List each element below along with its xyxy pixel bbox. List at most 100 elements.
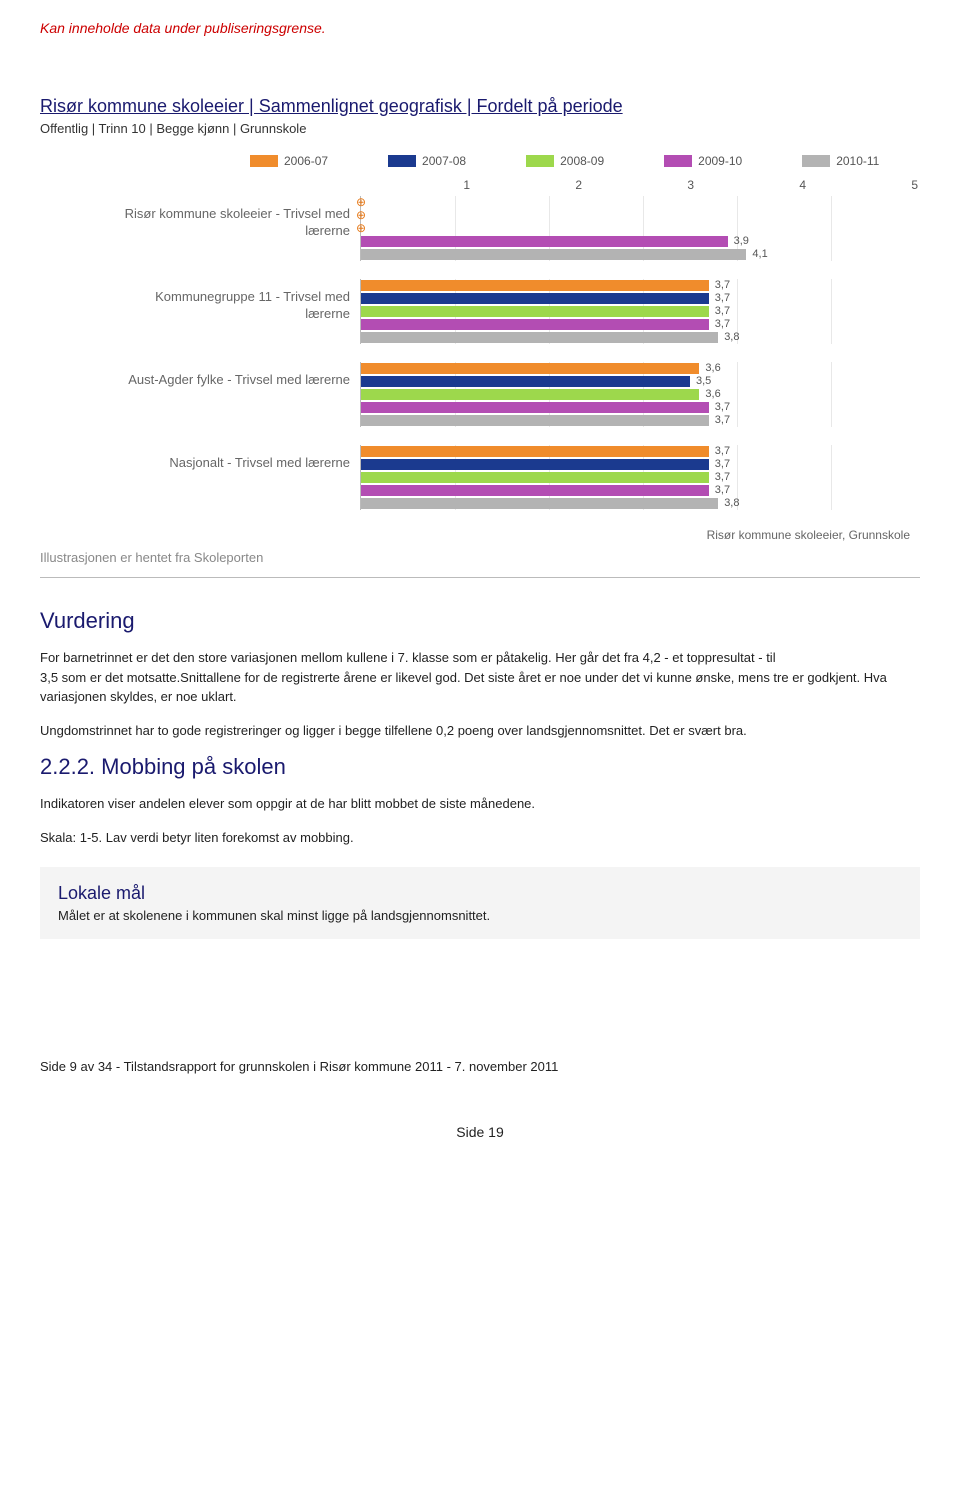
bar-value-label: 3,9 — [728, 235, 749, 247]
box-text: Målet er at skolenene i kommunen skal mi… — [58, 908, 902, 923]
bar-value-label: 3,7 — [709, 279, 730, 291]
bar-row: 3,8 — [361, 331, 920, 344]
bar-row: 3,7 — [361, 458, 920, 471]
bar: 3,7 — [361, 415, 709, 426]
bar-value-label: 4,1 — [746, 248, 767, 260]
bar-value-label: 3,5 — [690, 375, 711, 387]
legend-label: 2010-11 — [836, 154, 879, 168]
chart-group: Nasjonalt - Trivsel med lærerne3,73,73,7… — [120, 445, 920, 510]
legend-item: 2006-07 — [250, 154, 328, 168]
group-label: Risør kommune skoleeier - Trivsel med læ… — [120, 196, 360, 261]
footer-text: Side 9 av 34 - Tilstandsrapport for grun… — [40, 1059, 920, 1074]
legend-label: 2007-08 — [422, 154, 466, 168]
bar-row: 3,7 — [361, 471, 920, 484]
legend-swatch — [802, 155, 830, 167]
bar-row: ⊕ — [361, 196, 920, 209]
chart-axis: 12345 — [120, 178, 920, 192]
bar-row: 3,7 — [361, 401, 920, 414]
bar-row: 3,9 — [361, 235, 920, 248]
section-heading-mobbing: 2.2.2. Mobbing på skolen — [40, 754, 920, 780]
bar: 3,9 — [361, 236, 728, 247]
axis-tick: 2 — [472, 178, 584, 192]
page-number: Side 19 — [40, 1124, 920, 1140]
paragraph-text: For barnetrinnet er det den store varias… — [40, 650, 776, 665]
bar-value-label: 3,8 — [718, 497, 739, 509]
bar-value-label: 3,6 — [699, 362, 720, 374]
box-heading: Lokale mål — [58, 883, 902, 904]
section-heading-vurdering: Vurdering — [40, 608, 920, 634]
illustration-credit: Illustrasjonen er hentet fra Skoleporten — [40, 550, 920, 565]
bar-value-label: 3,7 — [709, 414, 730, 426]
bar: 3,7 — [361, 293, 709, 304]
bar-value-label: 3,7 — [709, 484, 730, 496]
chart-legend: 2006-07 2007-08 2008-09 2009-10 2010-11 — [250, 154, 920, 168]
bar-value-label: 3,7 — [709, 471, 730, 483]
legend-item: 2007-08 — [388, 154, 466, 168]
legend-item: 2010-11 — [802, 154, 879, 168]
bar-row: 3,7 — [361, 305, 920, 318]
axis-tick: 4 — [696, 178, 808, 192]
bars-column: ⊕⊕⊕3,94,1 — [360, 196, 920, 261]
bar: 3,7 — [361, 472, 709, 483]
bar-value-label: 3,7 — [709, 445, 730, 457]
legend-swatch — [664, 155, 692, 167]
document-subtitle: Offentlig | Trinn 10 | Begge kjønn | Gru… — [40, 121, 920, 136]
legend-label: 2009-10 — [698, 154, 742, 168]
paragraph: Indikatoren viser andelen elever som opp… — [40, 794, 920, 814]
bars-column: 3,63,53,63,73,7 — [360, 362, 920, 427]
bar-row: 4,1 — [361, 248, 920, 261]
bar-value-label: 3,7 — [709, 401, 730, 413]
legend-item: 2008-09 — [526, 154, 604, 168]
bar-row: 3,6 — [361, 388, 920, 401]
bar-value-label: 3,8 — [718, 331, 739, 343]
bar-row: 3,7 — [361, 318, 920, 331]
bar-row: 3,8 — [361, 497, 920, 510]
bar: 3,7 — [361, 280, 709, 291]
bar-value-label: 3,7 — [709, 292, 730, 304]
bar: 3,8 — [361, 332, 718, 343]
bars-column: 3,73,73,73,73,8 — [360, 445, 920, 510]
bar: 3,7 — [361, 446, 709, 457]
paragraph: For barnetrinnet er det den store varias… — [40, 648, 920, 707]
bar: 3,7 — [361, 402, 709, 413]
bar: 3,5 — [361, 376, 690, 387]
local-goals-box: Lokale mål Målet er at skolenene i kommu… — [40, 867, 920, 939]
bar: 4,1 — [361, 249, 746, 260]
legend-label: 2008-09 — [560, 154, 604, 168]
axis-tick: 3 — [584, 178, 696, 192]
bar-chart: 2006-072007-082008-092009-102010-11 1234… — [120, 154, 920, 542]
axis-tick: 1 — [360, 178, 472, 192]
axis-tick: 5 — [808, 178, 920, 192]
bar-row: 3,7 — [361, 292, 920, 305]
chart-group: Risør kommune skoleeier - Trivsel med læ… — [120, 196, 920, 261]
bar: 3,6 — [361, 363, 699, 374]
bar-value-label: 3,7 — [709, 305, 730, 317]
legend-label: 2006-07 — [284, 154, 328, 168]
group-label: Kommunegruppe 11 - Trivsel med lærerne — [120, 279, 360, 344]
group-label: Aust-Agder fylke - Trivsel med lærerne — [120, 362, 360, 427]
legend-swatch — [388, 155, 416, 167]
paragraph: Ungdomstrinnet har to gode registreringe… — [40, 721, 920, 741]
legend-item: 2009-10 — [664, 154, 742, 168]
warning-text: Kan inneholde data under publiseringsgre… — [40, 20, 920, 36]
empty-marker-icon: ⊕ — [356, 197, 366, 208]
bar-row: 3,7 — [361, 484, 920, 497]
group-label: Nasjonalt - Trivsel med lærerne — [120, 445, 360, 510]
paragraph: Skala: 1-5. Lav verdi betyr liten foreko… — [40, 828, 920, 848]
paragraph-text: 3,5 som er det motsatte.Snittallene for … — [40, 670, 887, 705]
bar-value-label: 3,7 — [709, 318, 730, 330]
bar: 3,7 — [361, 459, 709, 470]
bar: 3,7 — [361, 306, 709, 317]
chart-group: Aust-Agder fylke - Trivsel med lærerne3,… — [120, 362, 920, 427]
bar-value-label: 3,6 — [699, 388, 720, 400]
chart-group: Kommunegruppe 11 - Trivsel med lærerne3,… — [120, 279, 920, 344]
bar: 3,6 — [361, 389, 699, 400]
bar: 3,7 — [361, 485, 709, 496]
bar-row: 3,7 — [361, 414, 920, 427]
bar-row: 3,7 — [361, 279, 920, 292]
document-title: Risør kommune skoleeier | Sammenlignet g… — [40, 96, 920, 117]
bar-row: ⊕ — [361, 222, 920, 235]
legend-swatch — [250, 155, 278, 167]
legend-swatch — [526, 155, 554, 167]
divider — [40, 577, 920, 578]
